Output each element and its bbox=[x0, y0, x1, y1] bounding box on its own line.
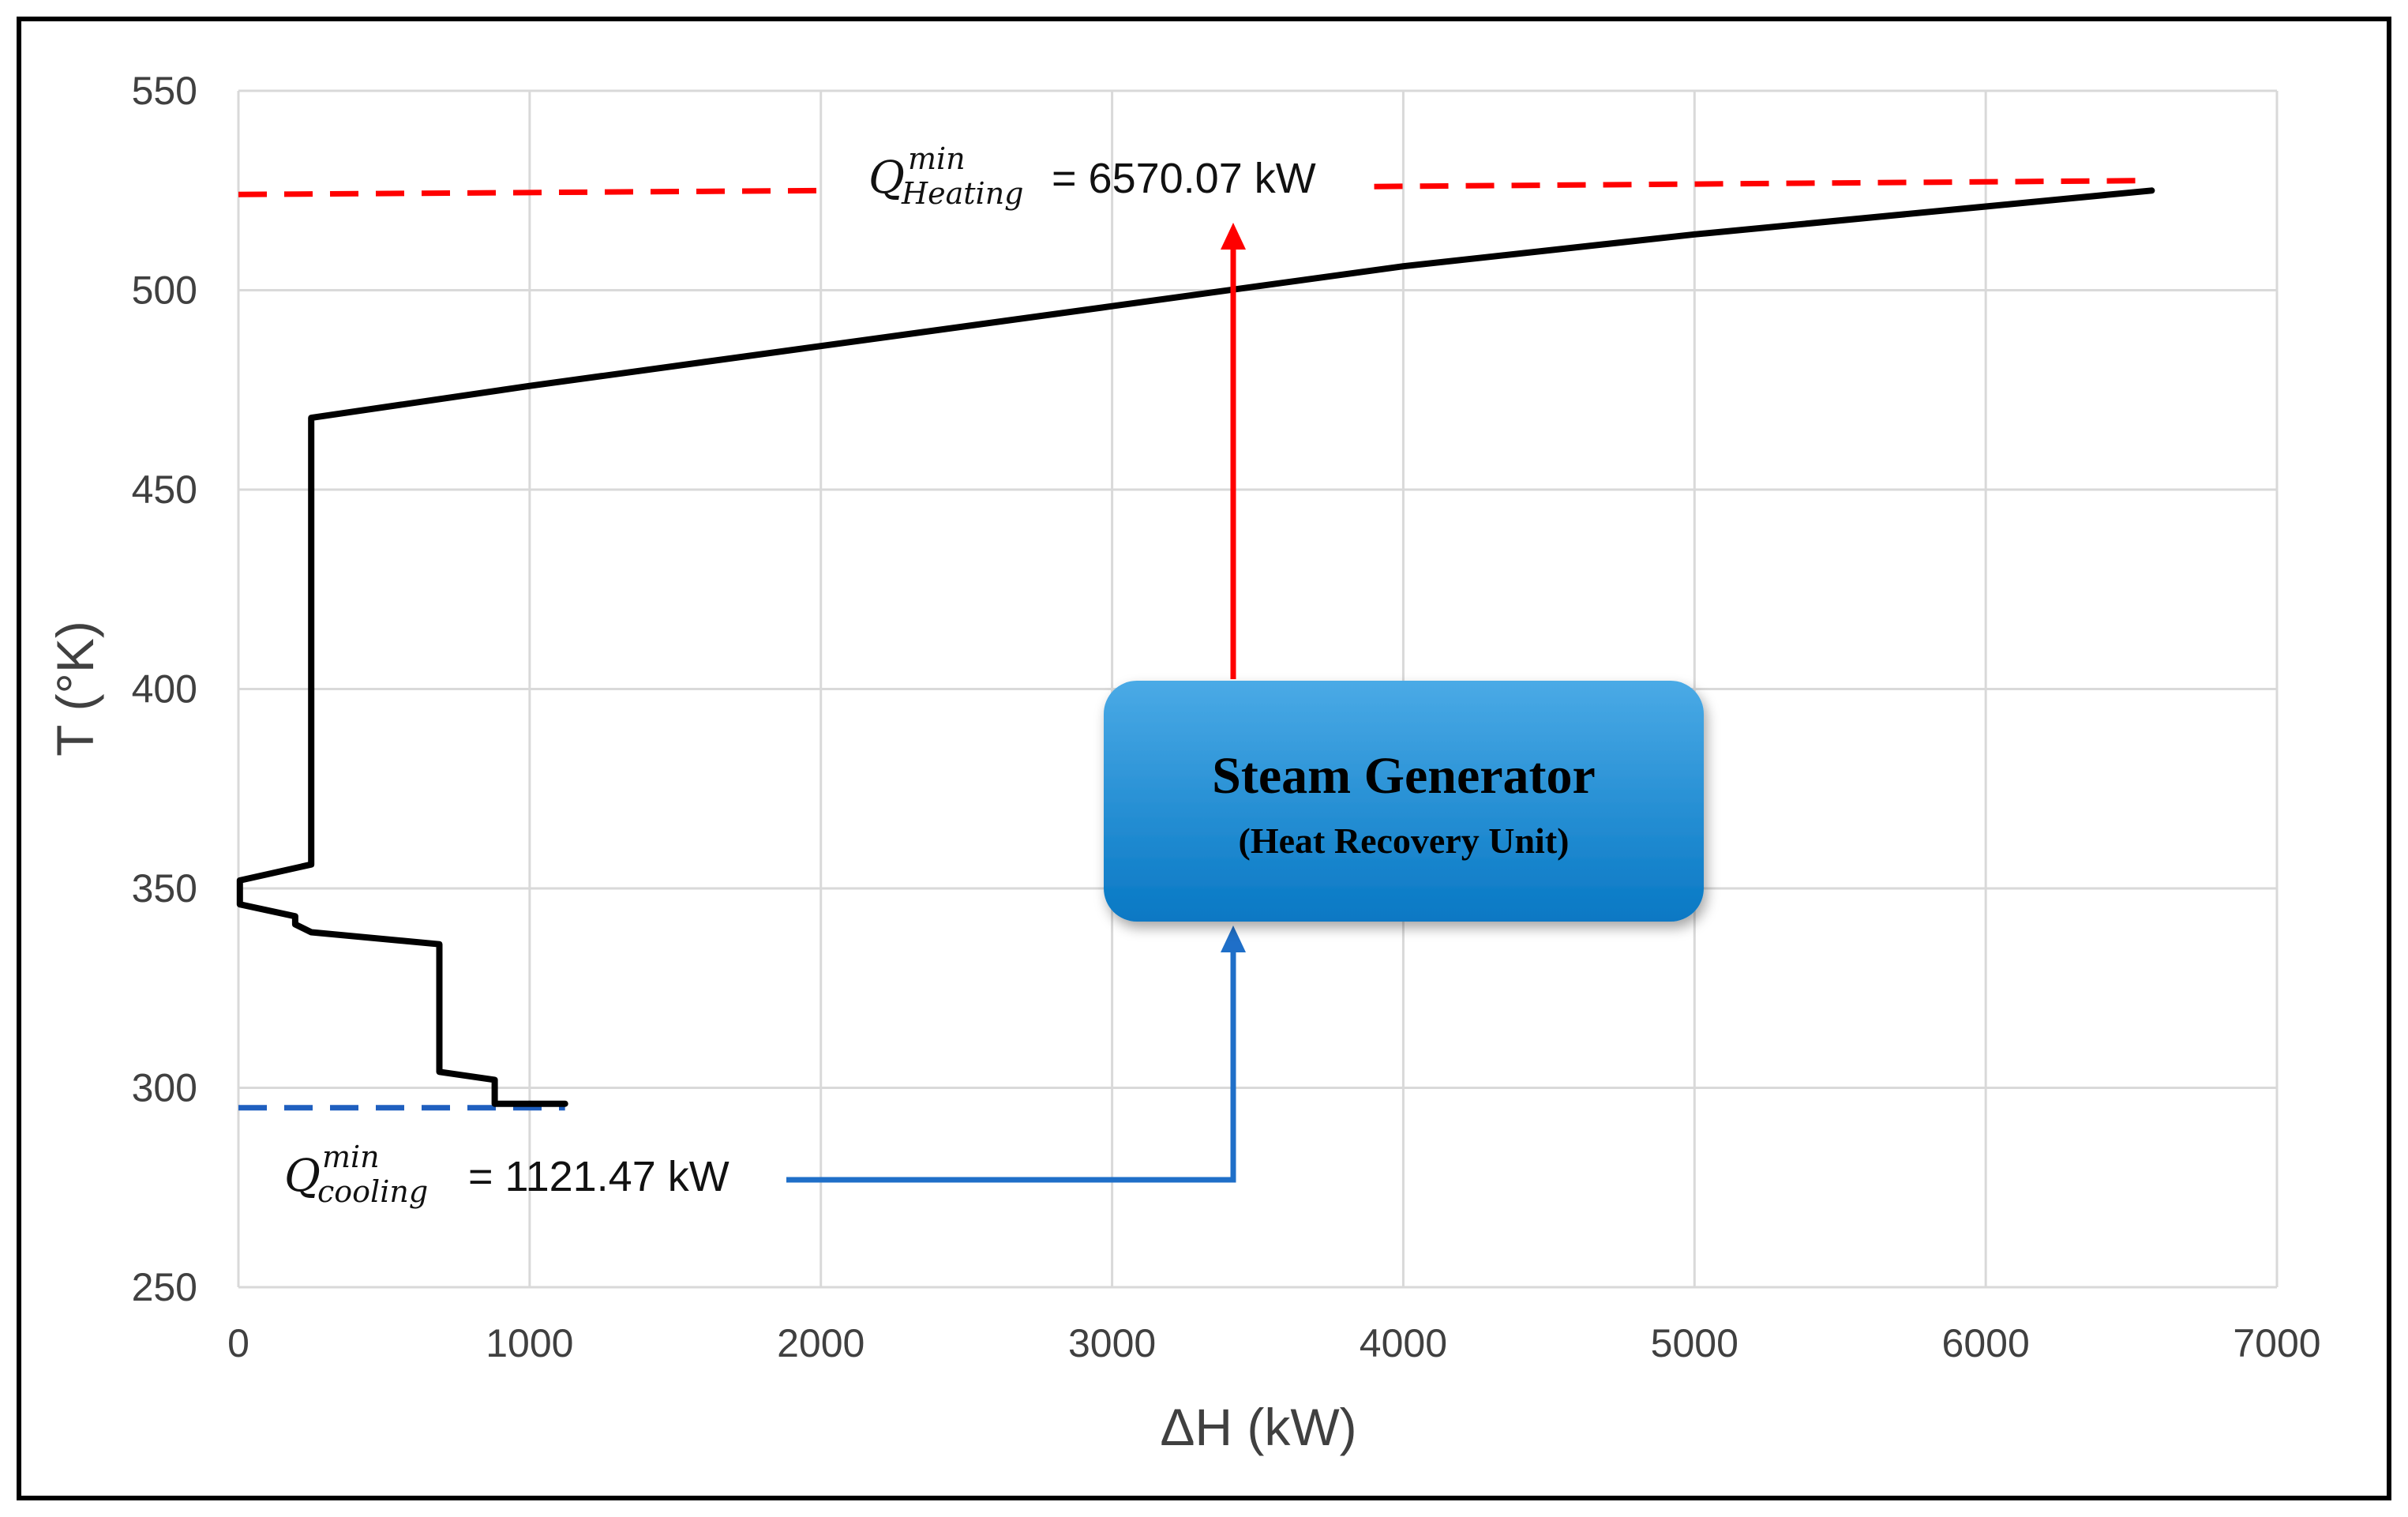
y-tick-label: 550 bbox=[132, 69, 197, 113]
x-tick-label: 6000 bbox=[1942, 1321, 2030, 1365]
cooling-superscript: min bbox=[322, 1140, 380, 1174]
y-tick-label: 300 bbox=[132, 1066, 197, 1110]
composite-curve bbox=[236, 187, 2155, 1107]
heating-value-text: = 6570.07 kW bbox=[1052, 155, 1316, 202]
x-tick-label: 2000 bbox=[777, 1321, 865, 1365]
x-tick-label: 1000 bbox=[486, 1321, 573, 1365]
steam-generator-subtitle: (Heat Recovery Unit) bbox=[1239, 820, 1570, 861]
y-tick-label: 450 bbox=[132, 467, 197, 512]
x-axis-title: ΔH (kW) bbox=[1160, 1398, 1356, 1456]
y-tick-label: 350 bbox=[132, 866, 197, 911]
reference-lines bbox=[238, 178, 2152, 1111]
x-tick-label: 4000 bbox=[1360, 1321, 1447, 1365]
heating-reference-line bbox=[238, 187, 830, 197]
cooling-arrow bbox=[786, 926, 1246, 1183]
y-tick-label: 400 bbox=[132, 667, 197, 712]
heating-q-symbol: Q bbox=[868, 152, 905, 204]
cooling-value-text: = 1121.47 kW bbox=[456, 1153, 730, 1200]
heating-superscript: min bbox=[908, 141, 966, 176]
cooling-subscript: cooling bbox=[317, 1174, 428, 1209]
grid bbox=[237, 89, 2279, 1289]
heating-annotation: Q min Heating = 6570.07 kW bbox=[868, 141, 1316, 211]
heating-arrow bbox=[1221, 223, 1246, 679]
steam-generator-box: Steam Generator (Heat Recovery Unit) bbox=[1104, 681, 1704, 922]
y-axis-title: T (°K) bbox=[46, 621, 104, 757]
heating-subscript: Heating bbox=[901, 176, 1024, 211]
x-tick-label: 7000 bbox=[2233, 1321, 2320, 1365]
cooling-annotation: Q min cooling = 1121.47 kW bbox=[284, 1140, 730, 1209]
steam-generator-title: Steam Generator bbox=[1212, 747, 1596, 805]
x-tick-label: 0 bbox=[227, 1321, 249, 1365]
tick-labels: 0 1000 2000 3000 4000 5000 6000 7000 250 300 350 40… bbox=[132, 69, 2321, 1365]
cooling-q-symbol: Q bbox=[284, 1151, 321, 1202]
x-tick-label: 3000 bbox=[1068, 1321, 1156, 1365]
heating-reference-line bbox=[1374, 178, 2152, 190]
y-tick-label: 500 bbox=[132, 268, 197, 313]
y-tick-label: 250 bbox=[132, 1265, 197, 1309]
x-tick-label: 5000 bbox=[1651, 1321, 1738, 1365]
composite-curve-line bbox=[236, 187, 2155, 1107]
